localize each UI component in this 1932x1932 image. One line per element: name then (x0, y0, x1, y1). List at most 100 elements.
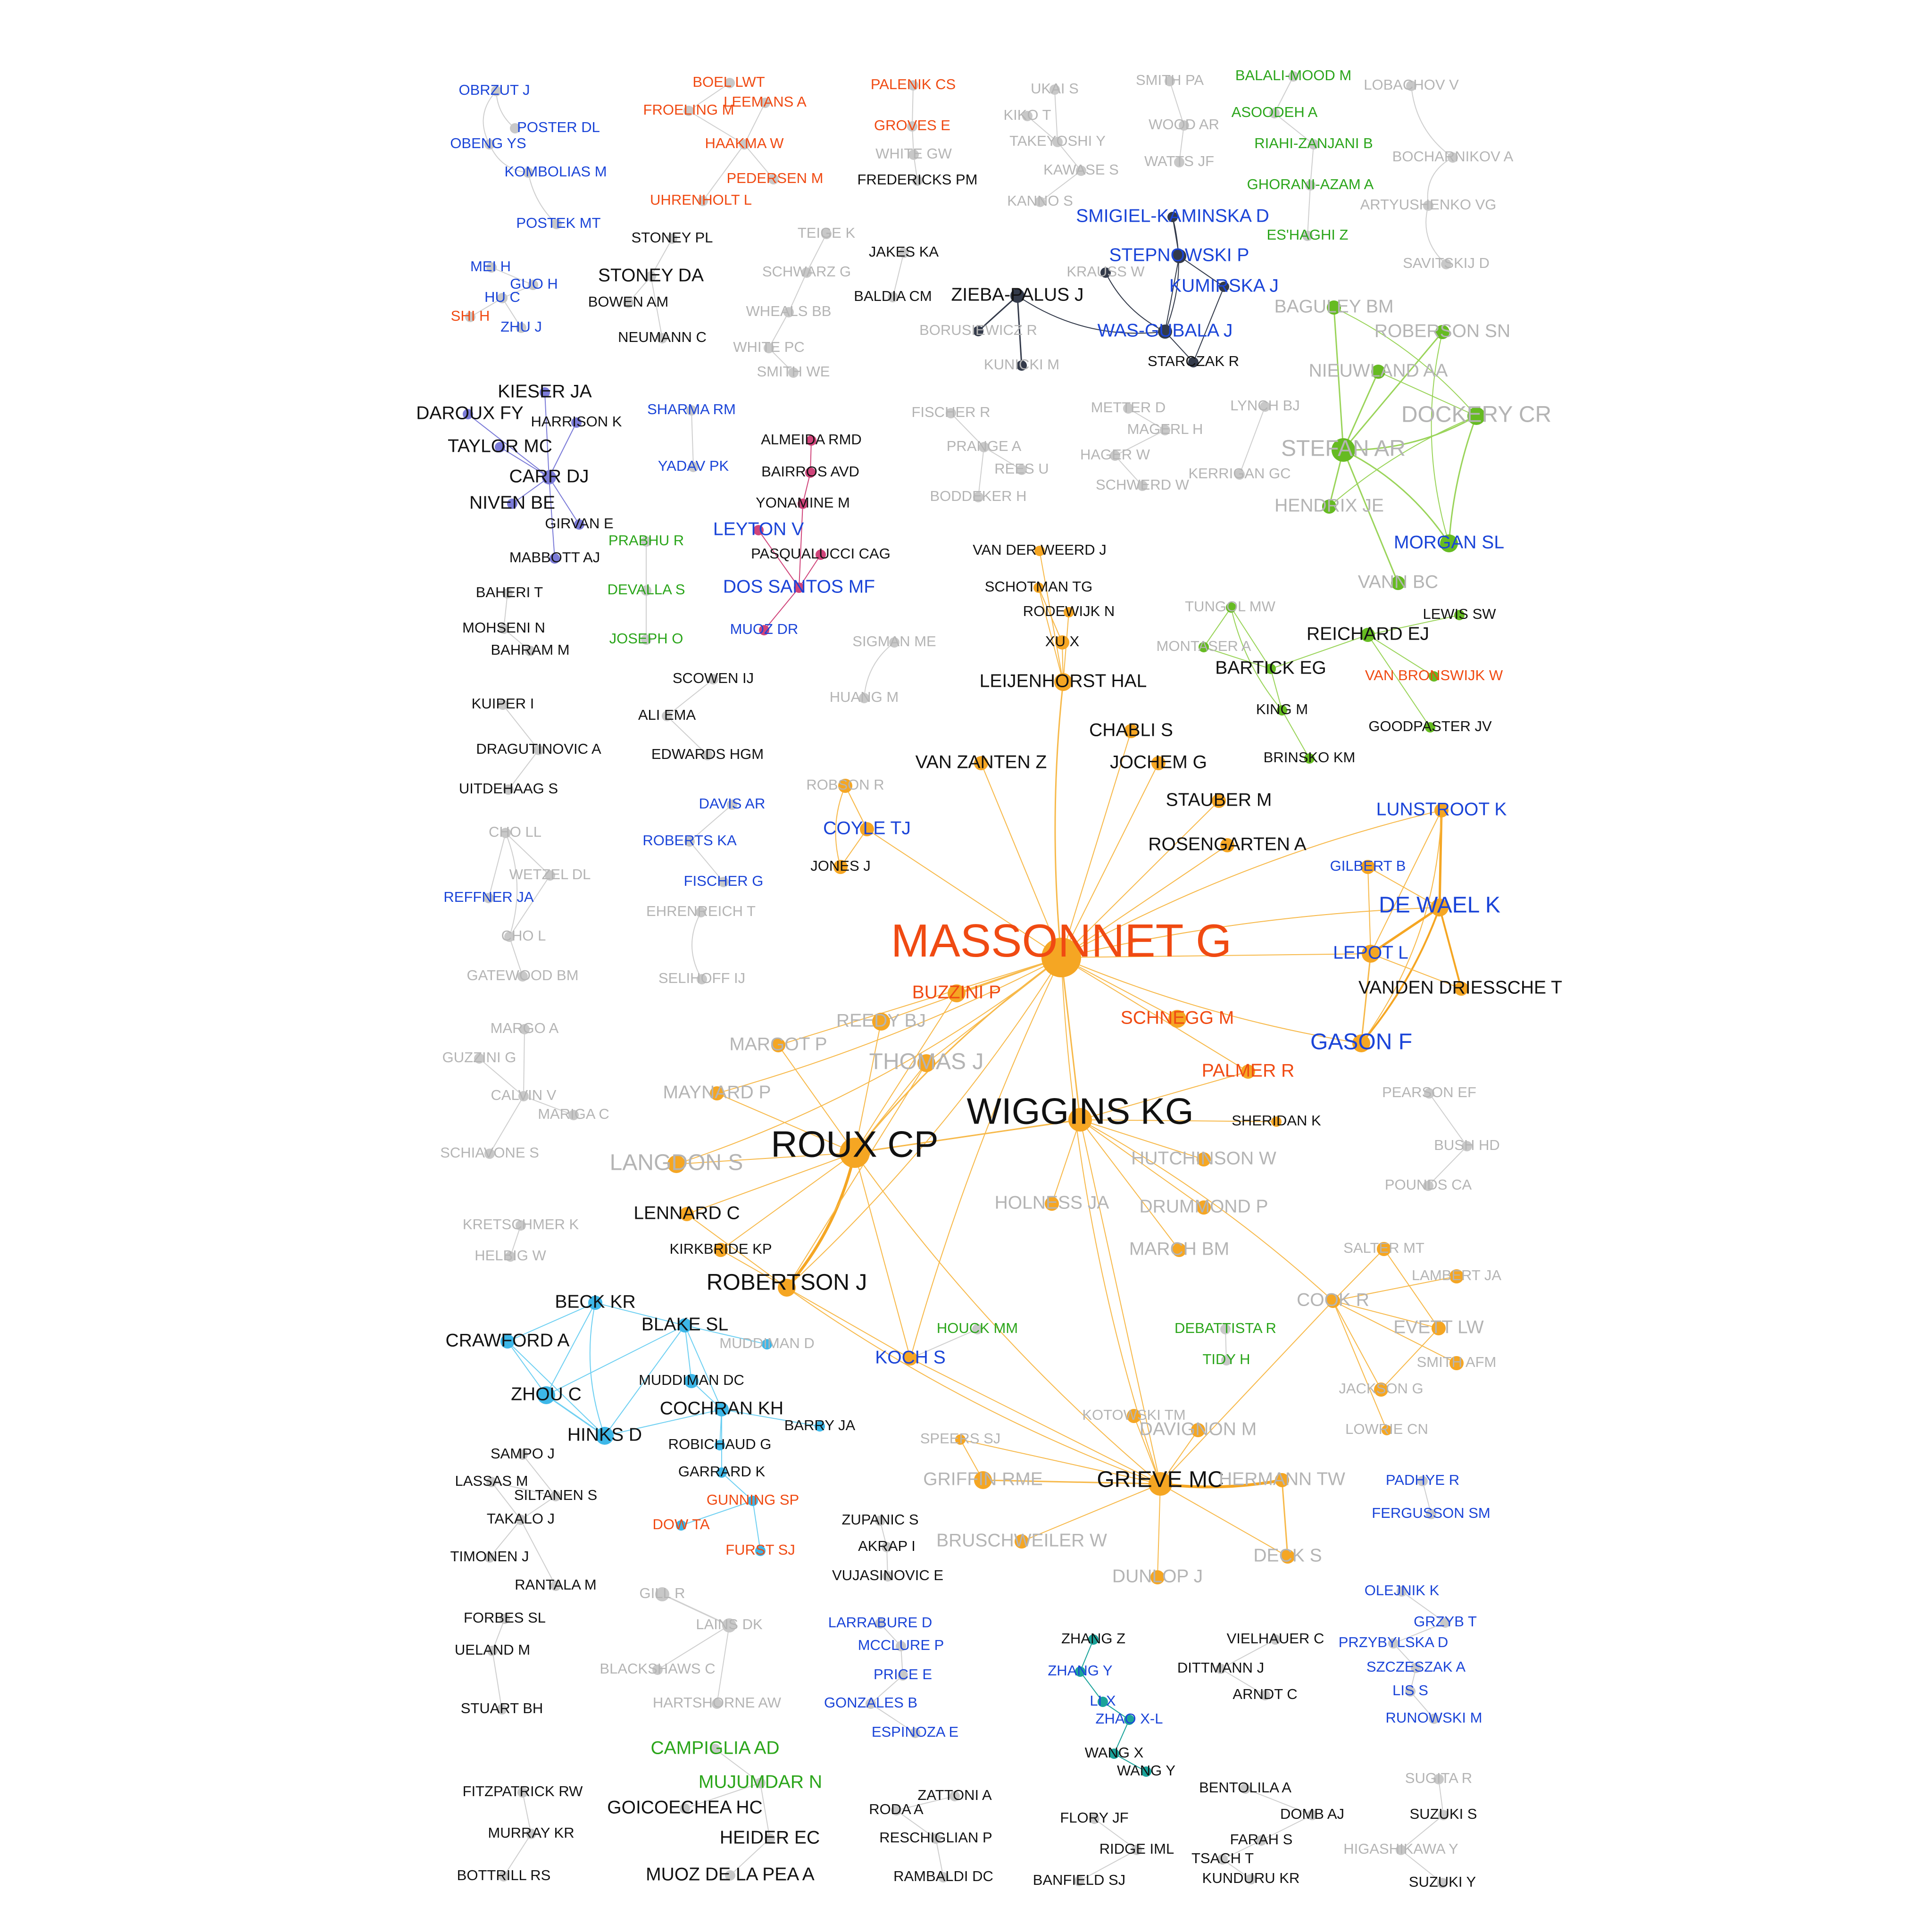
node-siltanen[interactable] (550, 1491, 561, 1501)
node-bairros[interactable] (805, 467, 816, 478)
node-domb[interactable] (1307, 1810, 1317, 1820)
node-grieve[interactable] (1149, 1472, 1172, 1496)
node-speers[interactable] (955, 1434, 966, 1445)
node-harrison[interactable] (571, 417, 582, 428)
node-ali[interactable] (662, 711, 672, 721)
node-wiggins[interactable] (1068, 1108, 1092, 1132)
node-girvan[interactable] (574, 519, 584, 530)
node-zieba[interactable] (1010, 289, 1024, 303)
node-kieser[interactable] (540, 387, 550, 398)
node-banfield[interactable] (1074, 1876, 1084, 1886)
node-bocharnikov[interactable] (1448, 152, 1458, 163)
node-bush[interactable] (1462, 1141, 1472, 1151)
node-larrabure[interactable] (875, 1618, 885, 1629)
node-savitskij[interactable] (1441, 259, 1451, 269)
node-stoneyda[interactable] (646, 271, 656, 282)
node-goodpaster[interactable] (1425, 722, 1435, 733)
node-dockery[interactable] (1467, 407, 1485, 425)
node-sheridan[interactable] (1271, 1116, 1282, 1127)
node-baldia[interactable] (888, 292, 898, 302)
node-bentolila[interactable] (1240, 1783, 1250, 1794)
node-neumann[interactable] (657, 333, 667, 343)
node-maynard[interactable] (710, 1086, 724, 1100)
node-boddeker[interactable] (973, 492, 983, 502)
node-blackshaws[interactable] (652, 1665, 663, 1675)
node-mohseni[interactable] (499, 624, 509, 634)
node-thomas[interactable] (917, 1054, 935, 1072)
node-lynch[interactable] (1260, 401, 1270, 412)
node-wangx[interactable] (1109, 1749, 1119, 1759)
node-stauber[interactable] (1212, 794, 1226, 808)
node-rantala[interactable] (550, 1581, 561, 1591)
node-muozdr[interactable] (759, 625, 769, 635)
node-houck[interactable] (972, 1324, 983, 1334)
node-lennard[interactable] (680, 1207, 694, 1221)
node-reesu[interactable] (1016, 465, 1027, 475)
node-fitzpatrick[interactable] (517, 1787, 528, 1798)
node-schwerd[interactable] (1137, 481, 1148, 491)
node-mei[interactable] (486, 262, 497, 273)
node-shi[interactable] (465, 312, 475, 322)
node-vujasinovic[interactable] (883, 1571, 893, 1582)
node-decks[interactable] (1281, 1549, 1295, 1564)
node-brinsko[interactable] (1304, 753, 1315, 764)
node-hager[interactable] (1110, 450, 1120, 461)
node-pedersen[interactable] (768, 174, 779, 184)
node-chabli[interactable] (1124, 724, 1138, 738)
node-stoneypl[interactable] (667, 233, 677, 244)
node-kraus[interactable] (1100, 267, 1111, 278)
node-suzukis[interactable] (1438, 1810, 1449, 1820)
node-starczak[interactable] (1188, 357, 1199, 367)
node-griffin[interactable] (974, 1471, 992, 1489)
node-nieuwland[interactable] (1371, 365, 1385, 379)
node-jakes[interactable] (899, 248, 909, 258)
node-kanno[interactable] (1035, 197, 1045, 207)
node-debattista[interactable] (1220, 1324, 1231, 1334)
node-kretschmer[interactable] (516, 1220, 526, 1231)
node-gillr[interactable] (655, 1587, 669, 1601)
node-dittmann[interactable] (1216, 1664, 1226, 1674)
node-bartick[interactable] (1266, 664, 1276, 674)
node-kuiper[interactable] (498, 700, 508, 710)
node-prabhu[interactable] (641, 536, 651, 547)
node-whitegw[interactable] (908, 150, 919, 160)
node-ridge[interactable] (1132, 1845, 1142, 1855)
node-kunduru[interactable] (1246, 1874, 1256, 1884)
node-vanderweerd[interactable] (1034, 546, 1045, 556)
node-obrzut[interactable] (491, 86, 501, 96)
node-zhaoxl[interactable] (1124, 1715, 1134, 1725)
node-vandendriessche[interactable] (1454, 982, 1468, 996)
node-pearson[interactable] (1424, 1088, 1434, 1099)
node-lassas[interactable] (486, 1477, 497, 1487)
node-zhouc[interactable] (537, 1386, 555, 1404)
node-artyushenko[interactable] (1423, 200, 1433, 211)
node-hu[interactable] (497, 293, 508, 303)
node-guzzini[interactable] (474, 1053, 484, 1064)
node-farah[interactable] (1256, 1835, 1266, 1846)
node-wasgubala[interactable] (1158, 325, 1172, 339)
node-garrard[interactable] (716, 1467, 727, 1478)
node-helbig[interactable] (505, 1251, 516, 1262)
node-kingm[interactable] (1277, 705, 1287, 716)
node-kumirska[interactable] (1219, 282, 1229, 292)
node-crawford[interactable] (500, 1334, 515, 1349)
node-przybylska[interactable] (1388, 1638, 1399, 1649)
node-rodewijk[interactable] (1064, 607, 1074, 617)
node-poster[interactable] (510, 123, 520, 133)
node-reedy[interactable] (872, 1013, 890, 1031)
node-postek[interactable] (551, 219, 562, 229)
node-muddimand[interactable] (762, 1339, 772, 1349)
node-cookr[interactable] (1326, 1294, 1340, 1308)
node-taylormc[interactable] (495, 442, 505, 452)
node-kerrigan[interactable] (1234, 469, 1245, 480)
node-margo[interactable] (519, 1024, 530, 1034)
node-riahi[interactable] (1308, 139, 1319, 150)
node-robsonr[interactable] (838, 779, 852, 793)
node-yadav[interactable] (688, 462, 699, 472)
node-lix[interactable] (1098, 1697, 1108, 1707)
node-gunning[interactable] (748, 1496, 758, 1506)
node-tsach[interactable] (1217, 1854, 1228, 1865)
node-sugita[interactable] (1433, 1774, 1444, 1784)
node-stepnowski[interactable] (1172, 249, 1186, 263)
node-montaser[interactable] (1199, 642, 1209, 652)
